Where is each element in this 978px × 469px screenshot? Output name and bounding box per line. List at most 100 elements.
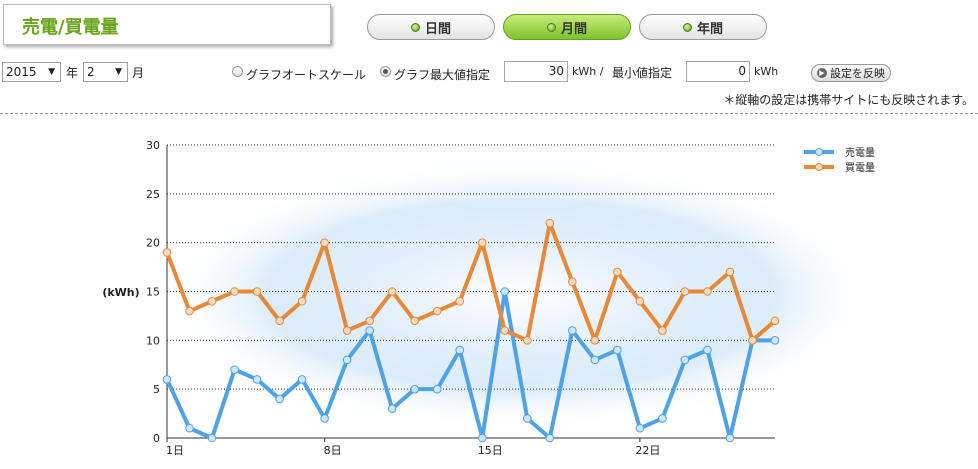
data-point xyxy=(522,414,532,423)
month-unit-label: 月 xyxy=(132,66,145,80)
data-point xyxy=(703,287,712,296)
data-point xyxy=(230,287,239,296)
data-point xyxy=(185,423,194,433)
y-tick-label: 10 xyxy=(146,334,160,347)
data-point xyxy=(568,277,577,287)
data-point xyxy=(252,375,262,384)
data-point xyxy=(477,433,487,443)
data-point xyxy=(320,414,329,423)
background-glow xyxy=(160,160,880,430)
data-point xyxy=(365,316,374,326)
data-point xyxy=(635,423,645,433)
data-point xyxy=(432,384,442,394)
tab-label: 月間 xyxy=(560,21,587,37)
series-line xyxy=(165,221,777,343)
title-box: 売電/買電量 xyxy=(3,4,331,45)
max-value-radio[interactable] xyxy=(380,66,391,77)
y-tick-label: 25 xyxy=(146,188,160,201)
tab-monthly[interactable]: 月間 xyxy=(503,14,631,40)
data-point xyxy=(162,375,172,384)
data-point xyxy=(275,394,284,404)
x-tick-label: 1日 xyxy=(166,444,184,457)
dropdown-arrow-icon: ▼ xyxy=(48,67,55,77)
y-tick-label: 5 xyxy=(153,383,160,396)
y-axis-label: (kWh) xyxy=(102,286,139,299)
y-tick-label: 20 xyxy=(146,237,160,250)
y-tick-label: 30 xyxy=(146,139,160,152)
data-point xyxy=(297,296,307,306)
min-unit-label: kWh xyxy=(754,65,779,78)
x-tick-label: 8日 xyxy=(324,444,342,457)
legend-label: 買電量 xyxy=(845,162,875,174)
tab-bullet-icon xyxy=(682,22,692,32)
dropdown-arrow-icon: ▼ xyxy=(115,67,122,77)
data-point xyxy=(230,365,239,374)
data-point xyxy=(162,248,172,257)
legend-label: 売電量 xyxy=(845,146,875,159)
data-point xyxy=(387,404,397,414)
data-point xyxy=(635,296,645,306)
auto-scale-label: グラフオートスケール xyxy=(246,68,367,82)
data-point xyxy=(658,326,667,335)
data-point xyxy=(725,433,735,443)
data-point xyxy=(455,296,465,306)
data-point xyxy=(613,267,622,277)
data-point xyxy=(297,375,307,384)
data-point xyxy=(725,267,735,277)
month-select-value: 2 xyxy=(87,65,95,79)
divider xyxy=(0,113,978,114)
min-value-input[interactable]: 0 xyxy=(686,61,750,82)
year-select[interactable]: 2015 ▼ xyxy=(2,62,61,82)
data-point xyxy=(613,345,622,355)
x-tick-label: 22日 xyxy=(635,444,660,457)
tab-bullet-icon xyxy=(410,22,420,32)
data-point xyxy=(387,287,397,296)
data-point xyxy=(658,414,667,423)
data-point xyxy=(455,345,465,355)
year-unit-label: 年 xyxy=(66,66,79,80)
data-point xyxy=(500,287,510,296)
tab-label: 年間 xyxy=(696,21,723,37)
data-point xyxy=(522,336,532,345)
data-point xyxy=(252,287,262,296)
y-tick-label: 0 xyxy=(153,432,160,445)
data-point xyxy=(545,433,555,443)
data-point xyxy=(410,316,420,326)
year-select-value: 2015 xyxy=(6,65,37,79)
tab-label: 日間 xyxy=(424,21,451,37)
tab-yearly[interactable]: 年間 xyxy=(639,14,767,40)
max-unit-label: kWh / xyxy=(572,65,604,78)
data-point xyxy=(275,316,284,326)
data-point xyxy=(342,326,352,335)
data-point xyxy=(207,296,217,306)
data-point xyxy=(680,355,690,365)
legend-marker xyxy=(815,163,823,171)
tab-daily[interactable]: 日間 xyxy=(367,14,495,40)
x-tick-label: 15日 xyxy=(478,444,503,457)
data-point xyxy=(590,336,600,345)
data-point xyxy=(365,326,374,335)
data-point xyxy=(680,287,690,296)
data-point xyxy=(770,336,780,345)
data-point xyxy=(590,355,600,365)
auto-scale-radio[interactable] xyxy=(232,66,243,77)
data-point xyxy=(770,316,780,326)
arrow-right-icon: ▶ xyxy=(817,68,827,78)
max-value-input[interactable]: 30 xyxy=(504,61,568,82)
data-point xyxy=(500,326,510,335)
data-point xyxy=(545,218,555,228)
note-text: ＊縦軸の設定は携帯サイトにも反映されます。 xyxy=(723,93,974,107)
apply-settings-label: 設定を反映 xyxy=(830,67,885,80)
data-point xyxy=(185,306,194,316)
data-point xyxy=(703,345,712,355)
tab-bullet-icon xyxy=(546,22,556,32)
series-line xyxy=(165,289,775,440)
apply-settings-button[interactable]: ▶ 設定を反映 xyxy=(811,64,891,82)
page-title: 売電/買電量 xyxy=(22,17,119,38)
month-select[interactable]: 2 ▼ xyxy=(83,62,128,82)
data-point xyxy=(748,336,757,345)
data-point xyxy=(320,238,329,247)
max-value-label: グラフ最大値指定 xyxy=(394,68,491,82)
data-point xyxy=(477,238,487,247)
